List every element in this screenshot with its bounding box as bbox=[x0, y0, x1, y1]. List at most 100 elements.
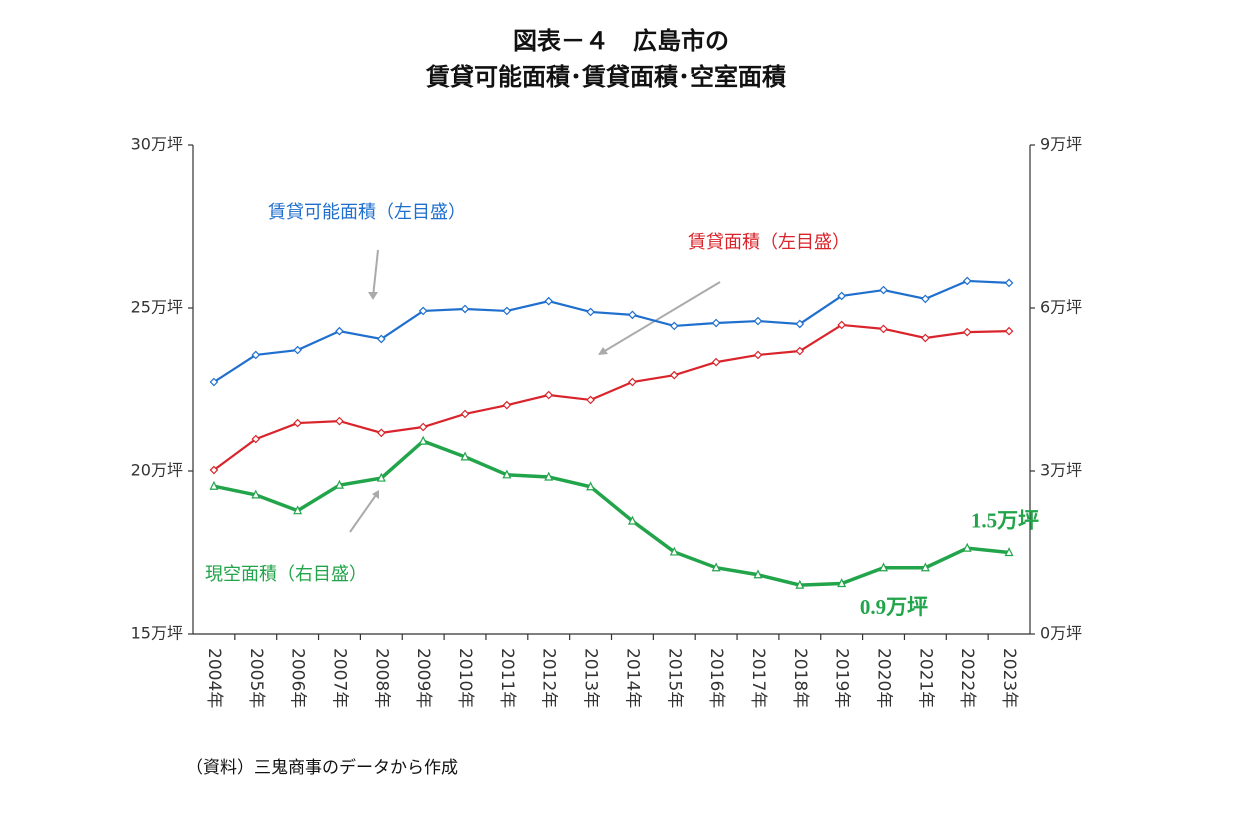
arrow-head bbox=[372, 490, 379, 499]
arrow bbox=[372, 249, 379, 298]
x-tick-label: 2013年 bbox=[581, 648, 601, 708]
x-tick-label: 2007年 bbox=[329, 648, 349, 708]
chart-subtitle: 賃貸可能面積･賃貸面積･空室面積 bbox=[425, 63, 786, 91]
x-tick-label: 2012年 bbox=[539, 648, 559, 708]
marker bbox=[962, 542, 972, 552]
marker bbox=[502, 306, 512, 316]
marker bbox=[753, 316, 763, 326]
x-tick-label: 2005年 bbox=[246, 648, 266, 708]
marker bbox=[586, 307, 595, 317]
y-tick-label: 30万坪 bbox=[131, 135, 183, 154]
marker bbox=[628, 310, 637, 320]
series-line bbox=[213, 279, 1010, 383]
arrow-head bbox=[598, 347, 608, 355]
marker bbox=[586, 481, 596, 491]
y-tick-label: 15万坪 bbox=[131, 624, 183, 643]
marker bbox=[711, 562, 721, 572]
x-tick-label: 2017年 bbox=[748, 648, 768, 708]
marker bbox=[586, 395, 595, 405]
arrow-head bbox=[368, 292, 378, 300]
marker bbox=[669, 546, 679, 556]
series-line bbox=[213, 439, 1010, 587]
y-tick-label: 20万坪 bbox=[131, 461, 183, 480]
value-label: 0.9万坪 bbox=[860, 595, 928, 619]
chart-title: 図表－４ 広島市の bbox=[513, 27, 729, 55]
y2-tick-label: 6万坪 bbox=[1040, 298, 1082, 317]
marker bbox=[1004, 326, 1014, 336]
marker bbox=[293, 505, 303, 515]
series-label: 賃貸面積（左目盛） bbox=[688, 232, 850, 253]
marker bbox=[879, 324, 888, 334]
marker bbox=[293, 345, 302, 355]
marker bbox=[795, 346, 805, 356]
marker bbox=[962, 276, 972, 286]
marker bbox=[251, 489, 261, 499]
marker bbox=[460, 451, 470, 461]
x-tick-label: 2014年 bbox=[622, 648, 642, 708]
marker bbox=[879, 285, 888, 295]
marker bbox=[209, 465, 219, 475]
series-label: 賃貸可能面積（左目盛） bbox=[268, 202, 466, 223]
x-tick-label: 2018年 bbox=[790, 648, 810, 708]
marker bbox=[293, 418, 302, 428]
marker bbox=[418, 306, 428, 316]
marker bbox=[837, 320, 847, 330]
marker bbox=[251, 350, 261, 360]
marker bbox=[753, 350, 763, 360]
marker bbox=[921, 294, 930, 304]
marker bbox=[544, 296, 554, 306]
marker bbox=[376, 334, 386, 344]
marker bbox=[879, 562, 888, 572]
marker bbox=[837, 578, 847, 588]
marker bbox=[669, 370, 679, 380]
marker bbox=[837, 291, 847, 301]
x-tick-label: 2009年 bbox=[413, 648, 433, 708]
marker bbox=[502, 400, 512, 410]
marker bbox=[711, 357, 721, 367]
marker bbox=[335, 479, 344, 489]
marker bbox=[209, 480, 219, 490]
marker bbox=[627, 515, 637, 525]
source-note: （資料）三鬼商事のデータから作成 bbox=[186, 757, 458, 778]
marker bbox=[335, 326, 344, 336]
marker bbox=[920, 562, 930, 572]
marker bbox=[376, 472, 386, 482]
marker bbox=[335, 416, 344, 426]
marker bbox=[1004, 547, 1014, 557]
x-tick-label: 2020年 bbox=[874, 648, 894, 708]
marker bbox=[376, 428, 386, 438]
marker bbox=[669, 321, 679, 331]
x-tick-label: 2004年 bbox=[204, 648, 224, 708]
y-tick-label: 25万坪 bbox=[131, 298, 183, 317]
x-tick-label: 2008年 bbox=[371, 648, 391, 708]
x-tick-label: 2022年 bbox=[957, 648, 977, 708]
marker bbox=[502, 469, 512, 479]
x-tick-label: 2015年 bbox=[664, 648, 684, 708]
arrow bbox=[349, 494, 377, 533]
marker bbox=[418, 435, 428, 445]
arrow bbox=[602, 281, 721, 353]
marker bbox=[921, 333, 930, 343]
y2-tick-label: 0万坪 bbox=[1040, 624, 1082, 643]
marker bbox=[753, 569, 763, 579]
marker bbox=[544, 471, 554, 481]
x-tick-label: 2006年 bbox=[288, 648, 308, 708]
marker bbox=[460, 304, 470, 314]
marker bbox=[544, 390, 554, 400]
x-tick-label: 2019年 bbox=[832, 648, 852, 708]
marker bbox=[460, 409, 470, 419]
value-label: 1.5万坪 bbox=[971, 508, 1039, 532]
y2-tick-label: 3万坪 bbox=[1040, 461, 1082, 480]
marker bbox=[795, 319, 805, 329]
marker bbox=[1004, 278, 1014, 288]
x-tick-label: 2021年 bbox=[915, 648, 935, 708]
marker bbox=[628, 377, 637, 387]
x-tick-label: 2010年 bbox=[455, 648, 475, 708]
marker bbox=[795, 579, 805, 589]
x-tick-label: 2011年 bbox=[497, 648, 517, 708]
marker bbox=[209, 377, 219, 387]
marker bbox=[711, 318, 721, 328]
series-label: 現空面積（右目盛） bbox=[205, 564, 367, 585]
marker bbox=[962, 327, 972, 337]
